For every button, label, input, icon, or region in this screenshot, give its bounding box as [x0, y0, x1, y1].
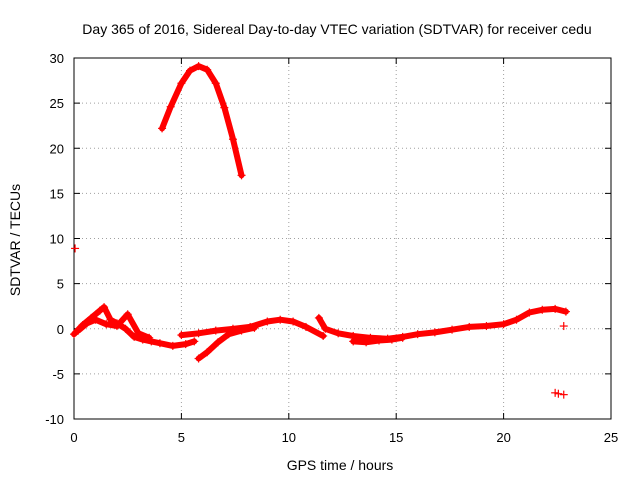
series-arc-low-b: [75, 311, 153, 341]
data-point: [123, 310, 132, 319]
y-tick-label: 25: [50, 96, 64, 111]
data-point: [95, 306, 104, 315]
data-point: [203, 65, 212, 74]
data-point: [237, 171, 246, 180]
data-point: [276, 315, 285, 324]
data-point: [102, 320, 111, 329]
data-point: [362, 338, 371, 347]
data-point: [319, 331, 328, 340]
x-axis-label: GPS time / hours: [287, 457, 394, 473]
data-point: [185, 66, 194, 75]
data-point: [250, 323, 259, 332]
series-arc-low-c: [178, 316, 327, 339]
grid-lines: [74, 58, 611, 419]
data-point: [301, 322, 310, 331]
y-tick-label: 30: [50, 51, 64, 66]
x-tick-label: 5: [178, 430, 185, 445]
y-tick-label: 15: [50, 186, 64, 201]
data-point: [465, 322, 474, 331]
data-point: [130, 332, 139, 341]
data-point: [100, 303, 109, 312]
x-tick-label: 10: [282, 430, 296, 445]
y-tick-label: 10: [50, 232, 64, 247]
data-point: [194, 329, 203, 338]
data-point: [375, 336, 384, 345]
series-arc-high: [159, 63, 245, 179]
y-tick-label: -5: [52, 367, 64, 382]
data-point: [112, 322, 121, 331]
data-point: [289, 317, 298, 326]
data-point: [70, 330, 78, 339]
data-point: [145, 333, 154, 342]
data-point: [220, 103, 229, 112]
data-point: [525, 308, 534, 317]
data-point: [134, 329, 143, 338]
data-point: [263, 317, 272, 326]
data-point: [321, 324, 330, 333]
data-point: [224, 330, 233, 339]
data-point: [91, 315, 100, 324]
data-point: [177, 79, 186, 88]
data-point: [177, 331, 186, 340]
data-point: [482, 322, 491, 331]
data-point: [499, 320, 508, 329]
data-point: [413, 330, 422, 339]
y-tick-label: -10: [45, 412, 64, 427]
data-point: [538, 305, 547, 314]
y-tick-label: 0: [57, 322, 64, 337]
data-point: [314, 313, 323, 322]
data-point: [448, 325, 457, 334]
data-point: [387, 335, 396, 344]
data-point: [194, 354, 203, 363]
isolated-point: [554, 389, 563, 398]
data-point: [158, 124, 167, 133]
data-point: [166, 102, 175, 111]
data-point: [168, 341, 177, 350]
data-point: [74, 326, 83, 335]
data-point: [398, 333, 407, 342]
data-point: [194, 62, 203, 71]
data-point: [430, 328, 439, 337]
data-point: [121, 324, 130, 333]
data-point: [349, 337, 358, 346]
y-tick-label: 20: [50, 141, 64, 156]
data-point: [181, 340, 190, 349]
data-point: [82, 319, 91, 328]
x-tick-label: 25: [604, 430, 618, 445]
data-point: [211, 326, 220, 335]
data-point: [211, 79, 220, 88]
chart-title: Day 365 of 2016, Sidereal Day-to-day VTE…: [82, 21, 591, 37]
data-point: [203, 348, 212, 357]
y-tick-label: 5: [57, 277, 64, 292]
data-point: [190, 337, 199, 346]
data-point: [228, 135, 237, 144]
x-tick-label: 0: [70, 430, 77, 445]
data-point: [551, 304, 560, 313]
x-tick-label: 15: [389, 430, 403, 445]
data-point: [512, 315, 521, 324]
data-point: [155, 339, 164, 348]
isolated-point: [559, 390, 568, 399]
data-series: [70, 62, 570, 399]
x-tick-label: 20: [496, 430, 510, 445]
data-point: [237, 326, 246, 335]
data-point: [334, 329, 343, 338]
y-axis-label: SDTVAR / TECUs: [7, 184, 23, 296]
axis-ticks: 0 5 10 15 20 25 -10 -5 0 5 10 15 20 25 30: [45, 51, 618, 445]
data-point: [213, 338, 222, 347]
isolated-point: [559, 322, 568, 331]
isolated-point: [71, 244, 80, 253]
data-point: [561, 307, 570, 316]
